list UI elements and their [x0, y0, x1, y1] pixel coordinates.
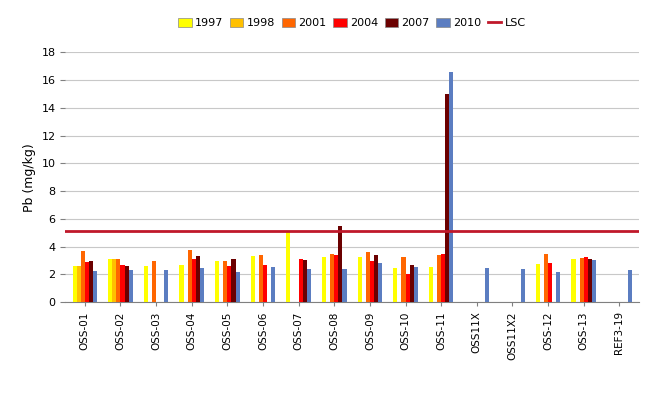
Bar	[299, 259, 303, 302]
Bar	[536, 264, 540, 302]
Bar	[85, 262, 89, 302]
Bar	[228, 266, 231, 302]
Bar	[125, 266, 128, 302]
Bar	[72, 266, 76, 302]
Bar	[250, 256, 255, 302]
Bar	[179, 265, 183, 302]
Bar	[334, 255, 338, 302]
Bar	[393, 268, 397, 302]
Bar	[485, 268, 489, 302]
Bar	[378, 263, 382, 302]
Bar	[93, 271, 97, 302]
Bar	[441, 253, 445, 302]
Bar	[580, 258, 584, 302]
Bar	[437, 255, 441, 302]
Bar	[188, 250, 192, 302]
Bar	[374, 255, 378, 302]
Bar	[121, 266, 125, 302]
Bar	[342, 269, 347, 302]
Y-axis label: Pb (mg/kg): Pb (mg/kg)	[23, 143, 36, 212]
Bar	[330, 253, 334, 302]
Bar	[409, 265, 414, 302]
Bar	[259, 255, 263, 302]
Bar	[307, 269, 311, 302]
Bar	[544, 254, 548, 302]
Bar	[548, 263, 552, 302]
Bar	[108, 259, 112, 302]
Bar	[556, 272, 560, 302]
Bar	[366, 252, 370, 302]
Bar	[414, 267, 418, 302]
Bar	[592, 260, 596, 302]
Bar	[449, 72, 454, 302]
Bar	[192, 259, 196, 302]
Bar	[196, 256, 200, 302]
Bar	[406, 274, 409, 302]
Bar	[231, 259, 235, 302]
Bar	[303, 260, 307, 302]
Bar	[263, 266, 267, 302]
Bar	[200, 268, 204, 302]
Bar	[588, 259, 592, 302]
Bar	[89, 261, 93, 302]
Bar	[112, 259, 116, 302]
Bar	[81, 251, 85, 302]
Bar	[128, 270, 133, 302]
Bar	[357, 257, 362, 302]
Bar	[223, 261, 228, 302]
Bar	[521, 269, 525, 302]
Bar	[429, 267, 433, 302]
Bar	[338, 226, 342, 302]
Bar	[402, 257, 406, 302]
Bar	[322, 257, 326, 302]
Bar	[271, 267, 275, 302]
Bar	[152, 261, 156, 302]
Bar	[144, 266, 148, 302]
Bar	[76, 266, 81, 302]
Bar	[164, 270, 168, 302]
Bar	[628, 270, 632, 302]
Bar	[215, 261, 219, 302]
Bar	[286, 231, 290, 302]
Bar	[445, 94, 449, 302]
Bar	[571, 259, 576, 302]
Legend: 1997, 1998, 2001, 2004, 2007, 2010, LSC: 1997, 1998, 2001, 2004, 2007, 2010, LSC	[179, 18, 526, 29]
Bar	[370, 261, 374, 302]
Bar	[116, 259, 121, 302]
Bar	[235, 272, 240, 302]
Bar	[584, 257, 588, 302]
